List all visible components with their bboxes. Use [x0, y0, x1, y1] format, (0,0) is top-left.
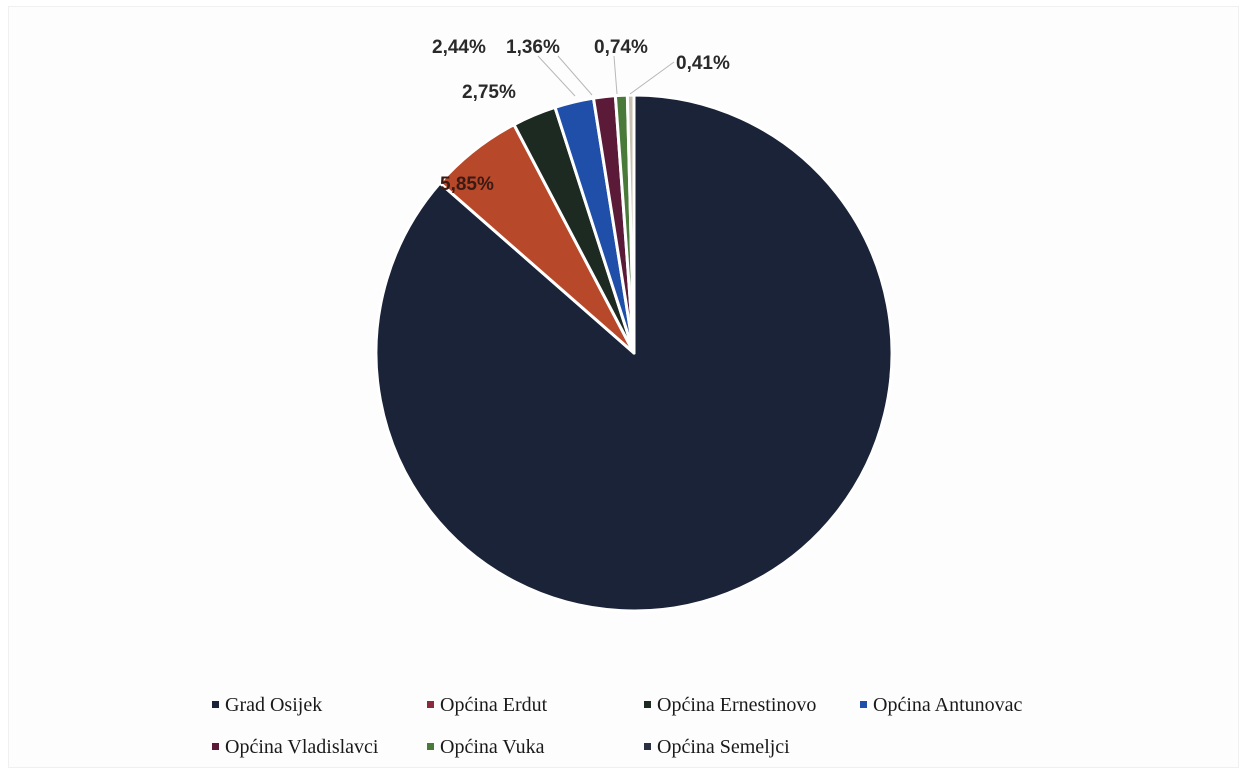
leader-line — [629, 61, 675, 95]
legend-label: Općina Vladislavci — [225, 736, 379, 758]
legend-swatch — [644, 700, 651, 708]
data-label-ernestinovo: 2,75% — [462, 82, 516, 103]
legend-label: Općina Antunovac — [873, 694, 1023, 716]
legend-label: Općina Vuka — [440, 736, 545, 758]
legend-swatch — [860, 700, 867, 708]
data-label-vladislavci: 1,36% — [506, 37, 560, 58]
leader-line — [557, 55, 593, 96]
legend-swatch — [427, 700, 434, 708]
legend-label: Općina Erdut — [440, 694, 548, 716]
legend-item-ernestinovo: Općina Ernestinovo — [644, 694, 816, 717]
legend-item-grad-osijek: Grad Osijek — [212, 694, 322, 717]
data-label-erdut: 5,85% — [440, 174, 494, 195]
leader-lines — [537, 55, 675, 97]
legend-swatch — [212, 742, 219, 750]
legend-label: Općina Semeljci — [657, 736, 790, 758]
legend-item-vladislavci: Općina Vladislavci — [212, 736, 378, 759]
legend-label: Općina Ernestinovo — [657, 694, 817, 716]
legend-item-erdut: Općina Erdut — [427, 694, 547, 717]
legend-item-antunovac: Općina Antunovac — [860, 694, 1022, 717]
legend-swatch — [212, 700, 219, 708]
legend-item-semeljci: Općina Semeljci — [644, 736, 790, 759]
pie-slice-semeljci — [625, 93, 636, 355]
pie-slices — [374, 93, 894, 613]
leader-line — [613, 55, 618, 95]
legend-item-vuka: Općina Vuka — [427, 736, 545, 759]
legend-swatch — [427, 742, 434, 750]
legend-swatch — [644, 742, 651, 750]
data-labels: 5,85% 2,75% 2,44% 1,36% 0,74% 0,41% — [432, 37, 730, 195]
data-label-vuka: 0,74% — [594, 37, 648, 58]
legend-label: Grad Osijek — [225, 694, 323, 716]
data-label-antunovac: 2,44% — [432, 37, 486, 58]
data-label-semeljci: 0,41% — [676, 53, 730, 74]
leader-line — [537, 55, 576, 97]
